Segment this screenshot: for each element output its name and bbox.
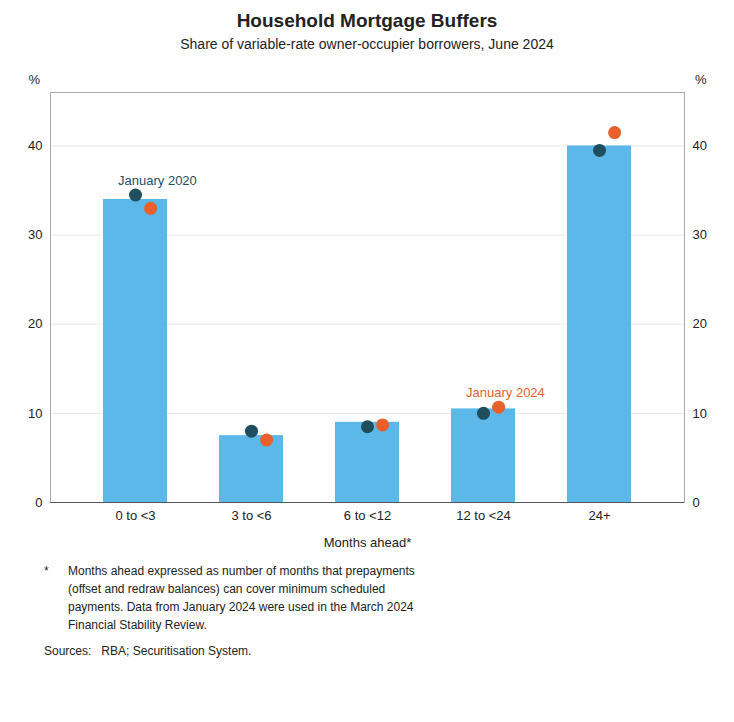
svg-text:40: 40 xyxy=(28,138,42,153)
html-text:Months ahead expressed as numb: Months ahead expressed as number of mont… xyxy=(68,564,415,632)
svg-text:30: 30 xyxy=(28,227,42,242)
svg-text:%: % xyxy=(695,72,707,87)
svg-text:Months ahead*: Months ahead* xyxy=(324,535,411,550)
html-text:Share of variable-rate owner-o: Share of variable-rate owner-occupier bo… xyxy=(180,36,554,52)
html-text:Sources: RBA; Securitisation S: Sources: RBA; Securitisation System. xyxy=(44,644,252,658)
svg-text:January 2024: January 2024 xyxy=(466,385,545,400)
svg-text:30: 30 xyxy=(693,227,707,242)
svg-text:10: 10 xyxy=(693,406,707,421)
svg-text:0: 0 xyxy=(693,495,700,510)
svg-text:10: 10 xyxy=(28,406,42,421)
svg-text:20: 20 xyxy=(28,316,42,331)
svg-text:January 2020: January 2020 xyxy=(118,173,197,188)
svg-text:6 to <12: 6 to <12 xyxy=(344,508,391,523)
svg-text:3 to <6: 3 to <6 xyxy=(231,508,271,523)
svg-text:40: 40 xyxy=(693,138,707,153)
svg-text:20: 20 xyxy=(693,316,707,331)
svg-text:0 to <3: 0 to <3 xyxy=(115,508,155,523)
html-text:Household Mortgage Buffers: Household Mortgage Buffers xyxy=(236,10,498,31)
svg-text:24+: 24+ xyxy=(588,508,610,523)
svg-text:%: % xyxy=(29,72,41,87)
svg-text:0: 0 xyxy=(35,495,42,510)
svg-text:12 to <24: 12 to <24 xyxy=(456,508,511,523)
